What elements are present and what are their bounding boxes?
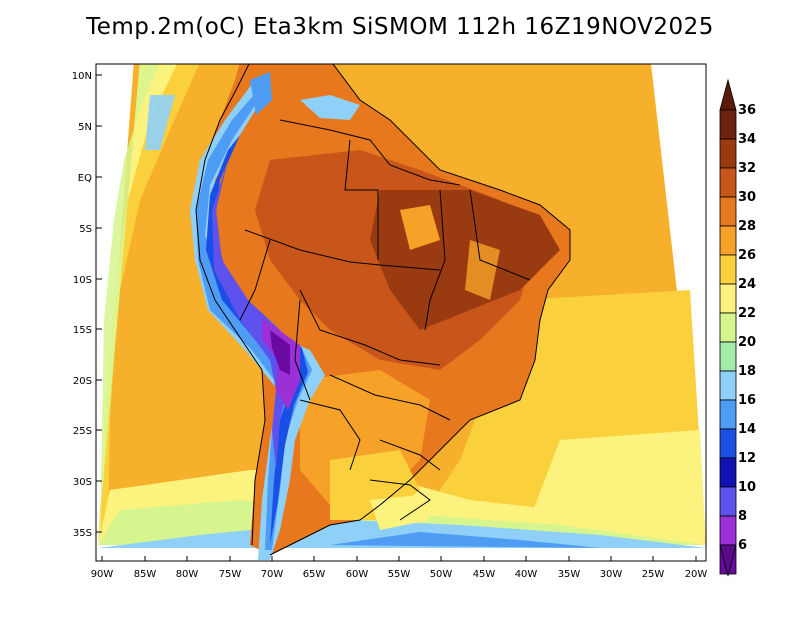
x-tick-label: 70W xyxy=(261,569,284,580)
colorbar-label: 14 xyxy=(738,422,756,437)
y-tick-label: 5N xyxy=(78,122,92,133)
colorbar-label: 34 xyxy=(738,132,756,147)
y-tick-label: 10S xyxy=(73,275,92,286)
y-tick-label: 20S xyxy=(73,376,92,387)
colorbar-label: 30 xyxy=(738,190,756,205)
x-tick-label: 25W xyxy=(642,569,665,580)
x-tick-label: 60W xyxy=(346,569,369,580)
x-tick-label: 35W xyxy=(558,569,581,580)
map-title: Temp.2m(oC) Eta3km SiSMOM 112h 16Z19NOV2… xyxy=(86,14,714,40)
colorbar-top-arrow xyxy=(719,78,737,111)
temperature-field xyxy=(98,64,706,560)
colorbar-swatch xyxy=(719,370,737,401)
colorbar-label: 12 xyxy=(738,451,756,466)
colorbar-swatch xyxy=(719,109,737,140)
colorbar-label: 18 xyxy=(738,364,756,379)
colorbar-swatch xyxy=(719,138,737,169)
y-tick-label: EQ xyxy=(78,173,92,184)
colorbar-label: 32 xyxy=(738,161,756,176)
y-tick-label: 35S xyxy=(73,528,92,539)
colorbar-swatch xyxy=(719,254,737,285)
colorbar-swatch xyxy=(719,196,737,227)
colorbar-swatch xyxy=(719,312,737,343)
x-tick-label: 85W xyxy=(134,569,157,580)
x-tick-label: 30W xyxy=(600,569,623,580)
colorbar-swatch xyxy=(719,225,737,256)
y-axis: 10N 5N EQ 5S 10S 15S 20S 25S 30S 35S xyxy=(72,71,102,539)
colorbar-label: 16 xyxy=(738,393,756,408)
x-tick-label: 45W xyxy=(473,569,496,580)
colorbar-label: 8 xyxy=(738,509,747,524)
country-borders xyxy=(195,64,571,556)
colorbar: 36 34 32 30 28 26 24 22 20 18 16 14 12 10 8 6 xyxy=(719,78,756,577)
colorbar-label: 10 xyxy=(738,480,756,495)
colorbar-swatch xyxy=(719,428,737,459)
colorbar-label: 26 xyxy=(738,248,756,263)
x-tick-label: 40W xyxy=(515,569,538,580)
colorbar-swatch xyxy=(719,167,737,198)
x-tick-label: 50W xyxy=(430,569,453,580)
x-tick-label: 55W xyxy=(388,569,411,580)
colorbar-label: 6 xyxy=(738,538,747,553)
x-tick-label: 20W xyxy=(685,569,708,580)
colorbar-swatch xyxy=(719,341,737,372)
x-tick-label: 65W xyxy=(303,569,326,580)
x-tick-label: 90W xyxy=(91,569,114,580)
y-tick-label: 25S xyxy=(73,426,92,437)
y-tick-label: 10N xyxy=(72,71,92,82)
y-tick-label: 30S xyxy=(73,477,92,488)
y-tick-label: 15S xyxy=(73,325,92,336)
x-tick-label: 75W xyxy=(219,569,242,580)
colorbar-swatch xyxy=(719,486,737,517)
colorbar-swatch xyxy=(719,515,737,546)
colorbar-swatch xyxy=(719,399,737,430)
colorbar-label: 36 xyxy=(738,103,756,118)
colorbar-swatch xyxy=(719,457,737,488)
x-tick-label: 80W xyxy=(176,569,199,580)
colorbar-label: 24 xyxy=(738,277,756,292)
colorbar-label: 20 xyxy=(738,335,756,350)
x-axis: 90W 85W 80W 75W 70W 65W 60W 55W 50W 45W … xyxy=(91,556,708,580)
colorbar-bottom-arrow xyxy=(719,544,737,577)
colorbar-label: 28 xyxy=(738,219,756,234)
colorbar-swatch xyxy=(719,283,737,314)
colorbar-label: 22 xyxy=(738,306,756,321)
map-frame xyxy=(95,63,707,562)
y-tick-label: 5S xyxy=(79,224,92,235)
